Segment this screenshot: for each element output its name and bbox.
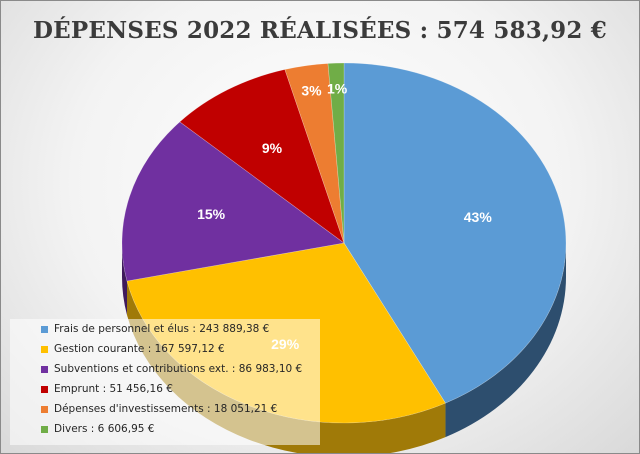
legend-item: Subventions et contributions ext. : 86 9… [10,359,320,379]
legend-item: Frais de personnel et élus : 243 889,38 … [10,319,320,339]
legend-item: Gestion courante : 167 597,12 € [10,339,320,359]
pie-slice [327,62,345,244]
legend-swatch [41,325,48,333]
pie-slice [179,69,345,244]
legend-swatch [41,405,48,413]
pie-slice-side [122,243,128,315]
legend-label: Subventions et contributions ext. : 86 9… [54,363,303,375]
legend-swatch [41,425,48,433]
slice-percent-label: 15% [197,206,226,222]
slice-percent-label: 3% [301,82,322,98]
legend-label: Divers : 6 606,95 € [54,423,155,435]
legend-swatch [41,345,48,353]
legend-item: Divers : 6 606,95 € [10,419,320,439]
legend-label: Dépenses d'investissements : 18 051,21 € [54,403,278,415]
legend-label: Emprunt : 51 456,16 € [54,383,173,395]
legend-item: Emprunt : 51 456,16 € [10,379,320,399]
legend-label: Frais de personnel et élus : 243 889,38 … [54,323,270,335]
legend-item: Dépenses d'investissements : 18 051,21 € [10,399,320,419]
legend-swatch [41,385,48,393]
legend-label: Gestion courante : 167 597,12 € [54,343,225,355]
pie-slice [343,62,567,404]
chart-title: DÉPENSES 2022 RÉALISÉES : 574 583,92 € [33,17,607,44]
pie-slice-side [445,243,566,438]
slice-percent-label: 1% [327,80,348,96]
legend-swatch [41,365,48,373]
chart-legend: Frais de personnel et élus : 243 889,38 … [10,319,320,445]
slice-percent-label: 43% [464,209,493,225]
slice-percent-label: 9% [262,140,283,156]
pie-slice [121,121,345,282]
pie-slice [284,63,345,244]
